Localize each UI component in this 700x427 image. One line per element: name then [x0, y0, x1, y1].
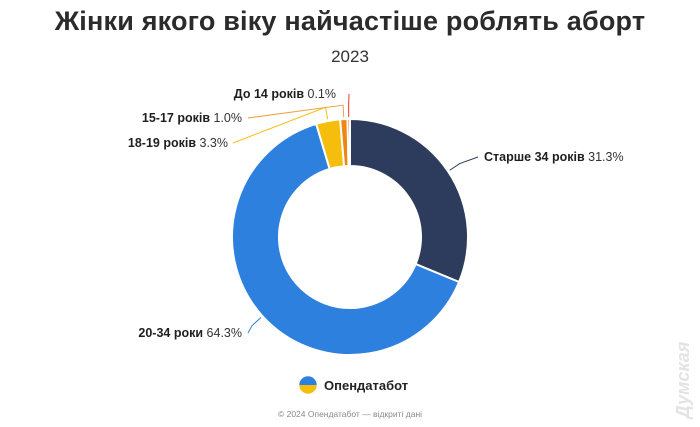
pie-slice: [349, 117, 469, 284]
brand: Опендатабот: [298, 374, 408, 396]
opendatabot-logo-icon: [298, 375, 318, 395]
slice-label: 20-34 роки 64.3%: [138, 326, 242, 340]
slice-label-name: До 14 років: [234, 87, 308, 101]
brand-name: Опендатабот: [324, 377, 409, 393]
leader-line: [247, 317, 262, 334]
slice-label-value: 1.0%: [214, 111, 243, 125]
slice-label: Старше 34 років 31.3%: [484, 150, 624, 164]
slice-label: 18-19 років 3.3%: [128, 136, 228, 150]
slice-label: До 14 років 0.1%: [234, 87, 336, 101]
leader-line: [449, 156, 479, 171]
chart-title: Жінки якого віку найчастіше роблять абор…: [54, 6, 646, 36]
leader-line: [247, 104, 345, 119]
slice-label-value: 0.1%: [308, 87, 337, 101]
slice-label-name: Старше 34 років: [484, 150, 588, 164]
footer-copyright: © 2024 Опендатабот — відкриті дані: [277, 409, 423, 419]
slice-label: 15-17 років 1.0%: [142, 111, 242, 125]
slice-label-name: 15-17 років: [142, 111, 214, 125]
watermark: Думская: [672, 341, 693, 419]
slice-label-value: 64.3%: [207, 326, 242, 340]
slice-label-value: 31.3%: [588, 150, 623, 164]
slice-label-name: 20-34 роки: [138, 326, 206, 340]
pie-slice: [346, 117, 351, 168]
slice-label-name: 18-19 років: [128, 136, 200, 150]
pie-slice: [231, 122, 461, 356]
chart-subtitle: 2023: [331, 47, 369, 66]
slice-label-value: 3.3%: [200, 136, 229, 150]
